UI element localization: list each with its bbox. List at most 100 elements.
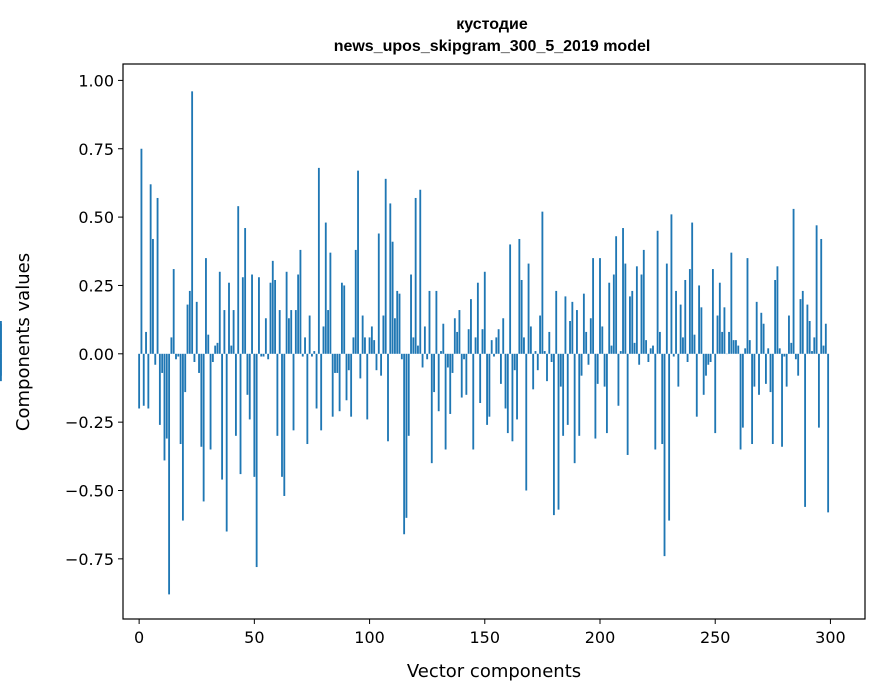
bar <box>576 310 578 354</box>
bar <box>165 353 168 439</box>
bar <box>548 331 551 354</box>
bar <box>350 353 353 417</box>
bar <box>380 353 383 376</box>
bar <box>417 345 419 354</box>
bar <box>186 304 189 354</box>
bar <box>610 345 613 354</box>
bar <box>278 310 281 354</box>
bar <box>709 353 712 362</box>
x-tick-label: 250 <box>700 628 731 647</box>
bar <box>407 353 410 436</box>
bar <box>624 263 627 354</box>
y-tick-label: −0.50 <box>65 482 114 501</box>
bar <box>437 353 440 412</box>
bar <box>490 340 493 354</box>
bar <box>605 353 608 434</box>
bar <box>525 353 528 491</box>
bar <box>499 353 502 384</box>
bar <box>241 277 244 354</box>
bar <box>594 353 597 439</box>
bar <box>541 211 544 354</box>
bar <box>403 353 406 535</box>
bar <box>389 203 392 354</box>
bar <box>516 353 518 420</box>
bar <box>281 353 283 477</box>
bar <box>340 282 343 354</box>
bar <box>790 342 793 354</box>
bar <box>557 353 560 510</box>
bar <box>661 353 664 445</box>
bar <box>506 353 509 434</box>
y-tick-label: 0.00 <box>78 345 114 364</box>
bar <box>716 315 719 354</box>
bar <box>647 353 650 362</box>
bar <box>741 353 744 428</box>
bar <box>721 331 724 354</box>
bar <box>336 353 339 373</box>
bar <box>737 345 740 354</box>
bar <box>601 326 604 354</box>
bar <box>338 353 341 412</box>
bar <box>428 290 431 354</box>
bar <box>638 353 641 365</box>
bar <box>751 353 754 445</box>
bar <box>396 290 399 354</box>
bar <box>580 353 583 376</box>
bar <box>587 353 590 365</box>
bar <box>435 290 438 354</box>
bar <box>453 318 456 354</box>
bar <box>357 170 359 354</box>
bar <box>223 310 226 354</box>
bar <box>509 244 512 354</box>
bar <box>327 310 330 354</box>
bar <box>377 233 380 354</box>
bar <box>467 329 470 354</box>
bar <box>589 318 592 354</box>
bar <box>251 274 253 354</box>
bar <box>596 353 599 384</box>
bar <box>808 321 811 354</box>
bar <box>822 345 825 354</box>
bar <box>774 279 777 354</box>
bar <box>465 353 468 395</box>
y-tick-label: −0.75 <box>65 550 114 569</box>
bar <box>384 178 387 354</box>
bar <box>244 228 247 354</box>
bar <box>285 271 288 354</box>
bar <box>746 258 749 354</box>
bar <box>253 353 256 477</box>
plot-frame <box>122 63 866 620</box>
bar <box>375 353 378 371</box>
bar <box>668 353 671 521</box>
bar <box>629 296 631 354</box>
bar <box>207 334 210 354</box>
bar <box>294 310 297 354</box>
bar <box>585 331 588 354</box>
y-axis-label: Components values <box>13 253 34 431</box>
bar <box>573 353 576 464</box>
bar <box>359 353 362 379</box>
bar <box>366 353 369 420</box>
bar <box>617 353 620 406</box>
bar <box>267 353 270 360</box>
bar <box>527 263 530 354</box>
bar <box>483 271 486 354</box>
bar <box>193 353 196 362</box>
bar <box>806 304 809 354</box>
bar <box>578 353 581 436</box>
bar <box>158 353 161 425</box>
bar <box>785 353 788 387</box>
bar <box>460 353 463 398</box>
bar <box>665 263 668 354</box>
bar <box>410 274 412 354</box>
bar <box>274 279 277 354</box>
bar <box>225 353 228 532</box>
bar <box>820 238 823 354</box>
bar <box>405 353 408 518</box>
bar <box>161 353 164 373</box>
bar <box>442 323 445 354</box>
bar <box>262 353 265 357</box>
bar <box>672 353 675 357</box>
x-tick-label: 100 <box>354 628 385 647</box>
bar <box>306 353 309 445</box>
